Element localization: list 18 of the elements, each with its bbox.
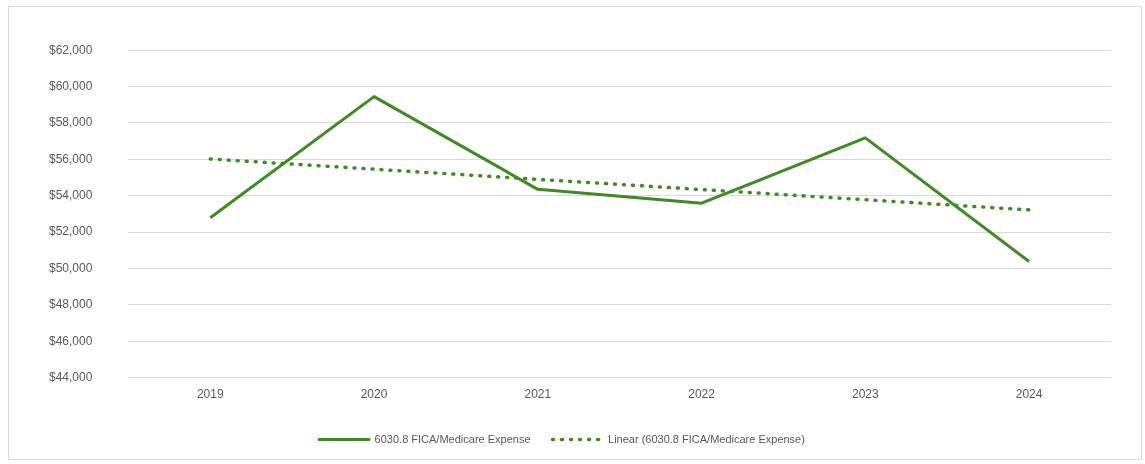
legend-label: 6030.8 FICA/Medicare Expense bbox=[374, 432, 531, 445]
y-tick-label: $44,000 bbox=[48, 369, 93, 384]
x-tick-label: 2024 bbox=[1015, 387, 1043, 402]
y-tick-label: $56,000 bbox=[48, 151, 93, 166]
y-tick-label: $52,000 bbox=[48, 224, 93, 239]
y-tick-label: $62,000 bbox=[48, 42, 93, 57]
legend-label: Linear (6030.8 FICA/Medicare Expense) bbox=[608, 432, 805, 445]
x-tick-label: 2021 bbox=[524, 387, 552, 402]
y-tick-label: $60,000 bbox=[48, 78, 93, 93]
x-tick-label: 2023 bbox=[851, 387, 880, 402]
x-tick-label: 2020 bbox=[360, 387, 388, 402]
y-tick-label: $50,000 bbox=[48, 260, 93, 275]
y-tick-label: $46,000 bbox=[48, 333, 93, 348]
y-tick-label: $48,000 bbox=[48, 297, 93, 312]
x-tick-label: 2019 bbox=[196, 387, 224, 402]
y-tick-label: $54,000 bbox=[48, 188, 93, 203]
x-tick-label: 2022 bbox=[688, 387, 716, 402]
y-tick-label: $58,000 bbox=[48, 115, 93, 130]
